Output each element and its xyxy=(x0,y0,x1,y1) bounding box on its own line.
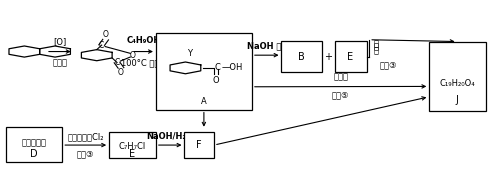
Text: 反应③: 反应③ xyxy=(380,60,398,69)
Text: 化: 化 xyxy=(374,43,379,52)
Text: F: F xyxy=(197,140,202,150)
Text: O: O xyxy=(103,30,109,39)
Text: O: O xyxy=(130,51,136,60)
Text: O: O xyxy=(212,76,219,85)
Text: 催: 催 xyxy=(374,39,379,48)
Bar xyxy=(156,33,252,110)
Text: Y: Y xyxy=(187,49,192,58)
Text: —OH: —OH xyxy=(222,63,243,72)
Text: E: E xyxy=(347,52,354,62)
Text: [O]: [O] xyxy=(53,37,66,46)
Text: C: C xyxy=(115,58,120,67)
Bar xyxy=(184,132,214,158)
Text: B: B xyxy=(298,52,305,62)
Text: 催化剂: 催化剂 xyxy=(52,58,67,67)
Bar xyxy=(5,127,62,162)
Bar xyxy=(109,132,156,158)
Text: C₁₉H₂₀O₄: C₁₉H₂₀O₄ xyxy=(440,79,475,88)
Text: D: D xyxy=(30,149,38,159)
Text: +: + xyxy=(324,52,332,62)
Text: J: J xyxy=(456,95,459,105)
Text: 浓硫酸: 浓硫酸 xyxy=(333,72,348,81)
Text: O: O xyxy=(118,68,124,77)
Text: C₇H₇Cl: C₇H₇Cl xyxy=(119,142,146,151)
Text: 反应③: 反应③ xyxy=(77,149,94,158)
Text: C: C xyxy=(215,63,221,72)
Bar xyxy=(282,41,322,72)
Bar xyxy=(334,41,367,72)
Text: C: C xyxy=(99,41,104,50)
Text: NaOH 溶液: NaOH 溶液 xyxy=(247,42,287,51)
Text: C₄H₉OH: C₄H₉OH xyxy=(126,36,161,45)
Bar xyxy=(429,42,486,111)
Text: 剂: 剂 xyxy=(374,46,379,55)
Text: 苯的同系物: 苯的同系物 xyxy=(21,139,46,148)
Text: 反应⑤: 反应⑤ xyxy=(332,90,349,99)
Text: 沸腾，通入Cl₂: 沸腾，通入Cl₂ xyxy=(67,132,104,141)
Text: A: A xyxy=(201,97,206,106)
Text: E: E xyxy=(129,149,135,159)
Text: 100°C 反应①: 100°C 反应① xyxy=(121,58,166,67)
Text: NaOH/H₂O: NaOH/H₂O xyxy=(147,132,194,141)
